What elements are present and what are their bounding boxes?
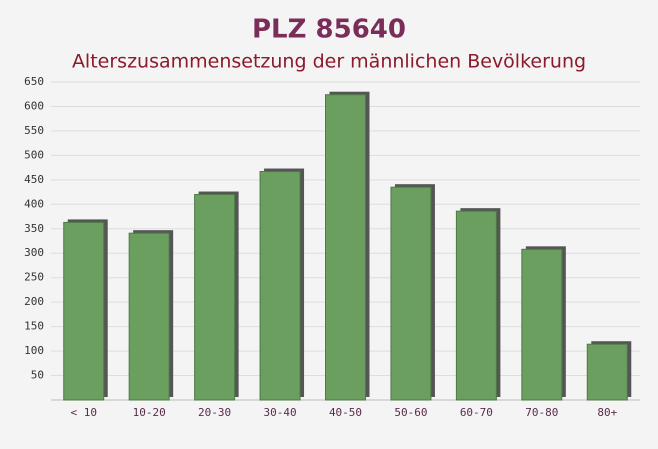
y-tick-label: 300 <box>24 246 44 259</box>
x-tick-label: 40-50 <box>329 406 362 419</box>
x-tick-label: < 10 <box>70 406 97 419</box>
y-tick-label: 250 <box>24 271 44 284</box>
bar <box>521 248 563 401</box>
y-tick-label: 650 <box>24 75 44 88</box>
y-tick-label: 450 <box>24 173 44 186</box>
bar <box>259 171 301 401</box>
bar <box>390 186 432 401</box>
chart-title: PLZ 85640 <box>252 15 406 45</box>
y-tick-label: 200 <box>24 295 44 308</box>
bar <box>128 232 170 401</box>
bar <box>194 194 236 401</box>
chart-subtitle: Alterszusammensetzung der männlichen Bev… <box>72 51 586 73</box>
bar <box>455 210 497 401</box>
y-tick-label: 100 <box>24 344 44 357</box>
x-tick-label: 30-40 <box>263 406 296 419</box>
y-tick-label: 150 <box>24 320 44 333</box>
bar <box>63 221 105 401</box>
y-tick-label: 400 <box>24 197 44 210</box>
x-tick-label: 60-70 <box>460 406 493 419</box>
y-tick-label: 550 <box>24 124 44 137</box>
x-tick-label: 20-30 <box>198 406 231 419</box>
y-tick-label: 350 <box>24 222 44 235</box>
bar <box>586 343 628 401</box>
y-tick-label: 500 <box>24 148 44 161</box>
y-tick-label: 600 <box>24 99 44 112</box>
bar <box>325 94 366 401</box>
x-tick-label: 80+ <box>597 406 617 419</box>
x-tick-label: 10-20 <box>133 406 166 419</box>
y-tick-label: 50 <box>31 369 44 382</box>
x-tick-label: 70-80 <box>525 406 558 419</box>
x-tick-label: 50-60 <box>394 406 427 419</box>
